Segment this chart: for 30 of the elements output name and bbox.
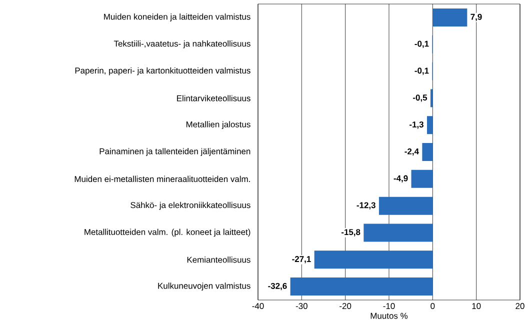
y-tick-label: Sähkö- ja elektroniikkateollisuus [130,202,250,210]
y-tick-label: Elintarviketeollisuus [177,95,250,102]
data-label: -4,9 [394,175,408,183]
y-tick-label: Metallien jalostus [186,121,250,130]
x-tick-label: -40 [252,303,264,310]
y-tick-label: Kulkuneuvojen valmistus [158,282,250,290]
data-label: -0,1 [414,68,429,75]
data-label: -32,6 [268,282,287,290]
y-tick-label: Paperin, paperi- ja kartonkituotteiden valmistus [75,67,250,76]
x-tick-label: 20 [516,303,524,310]
data-label: -27,1 [292,256,311,264]
data-label: -0,1 [414,40,429,48]
x-axis-title: Muutos % [370,312,408,319]
y-tick-label: Muiden koneiden ja laitteiden valmistus [104,14,250,22]
y-tick-label: Tekstiili-,vaatetus- ja nahkateollisuus [114,40,250,48]
data-label: -0,5 [413,94,428,102]
data-label: -15,8 [341,229,360,236]
data-label: -2,4 [404,148,419,156]
y-tick-label: Metallituotteiden valm. (pl. koneet ja laitteet) [84,228,250,237]
data-label: 7,9 [470,14,482,22]
data-label: -1,3 [410,121,424,129]
x-tick-label: -10 [383,303,395,310]
x-tick-label: -20 [340,303,352,310]
x-tick-label: -30 [296,303,308,310]
x-tick-label: 0 [430,303,435,310]
x-tick-label: 10 [472,303,481,310]
data-label: -12,3 [356,202,376,210]
y-tick-label: Kemianteollisuus [187,256,250,263]
y-tick-label: Painaminen ja tallenteiden jäljentäminen [100,148,250,156]
y-tick-label: Muiden ei-metallisten mineraalituotteiden valm. [74,176,250,182]
